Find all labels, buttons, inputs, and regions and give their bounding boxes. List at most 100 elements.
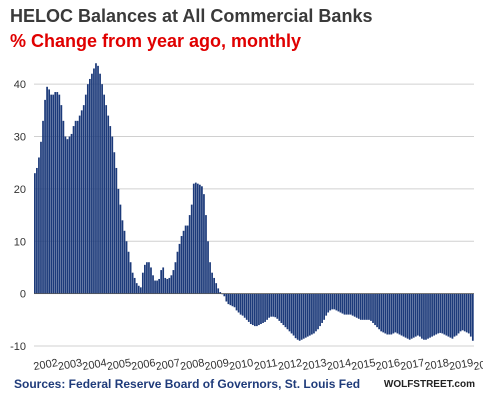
- bar: [176, 251, 179, 294]
- bar: [341, 293, 344, 314]
- bar: [160, 270, 163, 294]
- bar: [133, 277, 136, 294]
- bar: [394, 293, 397, 333]
- bar: [294, 293, 297, 339]
- bar: [264, 293, 266, 322]
- bar: [461, 293, 464, 331]
- bar: [268, 293, 270, 318]
- bar: [209, 262, 211, 294]
- y-tick-label: -10: [10, 341, 26, 353]
- bar: [325, 293, 328, 316]
- bar: [194, 182, 197, 294]
- bar: [372, 293, 374, 323]
- bar: [251, 293, 254, 326]
- bar: [192, 183, 195, 294]
- bar: [459, 293, 462, 332]
- bar: [249, 293, 252, 325]
- bar: [66, 139, 69, 294]
- bar: [408, 293, 411, 340]
- bar: [229, 293, 232, 306]
- bar: [156, 280, 158, 294]
- x-tick-label: 2007: [155, 357, 181, 373]
- bar: [282, 293, 285, 326]
- x-tick-label: 2011: [253, 357, 278, 373]
- x-tick-label: 2016: [375, 357, 401, 373]
- bar: [113, 152, 116, 294]
- bar: [290, 293, 293, 334]
- bar: [105, 105, 108, 294]
- bar: [429, 293, 431, 338]
- bar: [396, 293, 399, 334]
- bar: [374, 293, 376, 326]
- bar: [99, 73, 101, 294]
- bar: [416, 293, 419, 336]
- bar: [62, 120, 65, 294]
- y-tick-label: 10: [14, 236, 26, 248]
- bar: [402, 293, 405, 337]
- bar: [186, 225, 189, 294]
- bar: [437, 293, 440, 334]
- bar: [323, 293, 325, 320]
- bar: [390, 293, 393, 335]
- chart-subtitle: % Change from year ago, monthly: [10, 31, 302, 51]
- bar: [441, 293, 444, 334]
- bar: [241, 293, 244, 316]
- bar: [152, 275, 154, 294]
- bar: [343, 293, 346, 315]
- bar: [355, 293, 358, 318]
- bar: [50, 94, 53, 294]
- bar: [129, 262, 132, 294]
- bar: [233, 293, 236, 308]
- bar: [351, 293, 354, 316]
- bar: [406, 293, 409, 339]
- bar: [286, 293, 289, 330]
- bar: [262, 293, 264, 323]
- bar: [188, 215, 191, 294]
- bar: [410, 293, 413, 339]
- bar: [311, 293, 313, 335]
- bar: [139, 287, 142, 294]
- bar: [469, 293, 472, 337]
- bar: [357, 293, 360, 319]
- bar: [471, 293, 474, 341]
- bar: [349, 293, 352, 315]
- bar: [378, 293, 380, 330]
- bar: [445, 293, 448, 336]
- bar: [317, 293, 319, 330]
- bar: [319, 293, 321, 327]
- x-tick-label: 2005: [106, 357, 132, 373]
- bar: [196, 183, 199, 294]
- bar: [36, 167, 38, 294]
- bar: [453, 293, 456, 337]
- bar: [384, 293, 387, 334]
- bar: [400, 293, 403, 336]
- bar: [392, 293, 395, 334]
- bar: [103, 94, 105, 294]
- bar: [72, 126, 75, 294]
- bar: [141, 272, 144, 294]
- bar: [60, 105, 63, 294]
- bar: [237, 293, 240, 313]
- bar: [443, 293, 446, 335]
- source-note: Sources: Federal Reserve Board of Govern…: [14, 377, 361, 391]
- bar: [382, 293, 385, 333]
- chart-title: HELOC Balances at All Commercial Banks: [10, 6, 373, 26]
- bar: [68, 136, 71, 294]
- bar: [329, 293, 332, 311]
- x-tick-label: 2019: [448, 357, 474, 373]
- bar: [82, 105, 85, 294]
- bar: [447, 293, 450, 337]
- bar: [345, 293, 348, 315]
- bar: [423, 293, 425, 340]
- bar: [414, 293, 417, 337]
- x-tick-label: 2017: [399, 357, 425, 373]
- bar: [86, 84, 89, 294]
- bar: [347, 293, 350, 315]
- bar: [215, 283, 218, 294]
- bar: [91, 73, 93, 294]
- bar: [168, 277, 171, 294]
- y-tick-label: 40: [14, 79, 26, 91]
- bar: [162, 267, 165, 294]
- bar: [419, 293, 421, 337]
- bar: [449, 293, 452, 338]
